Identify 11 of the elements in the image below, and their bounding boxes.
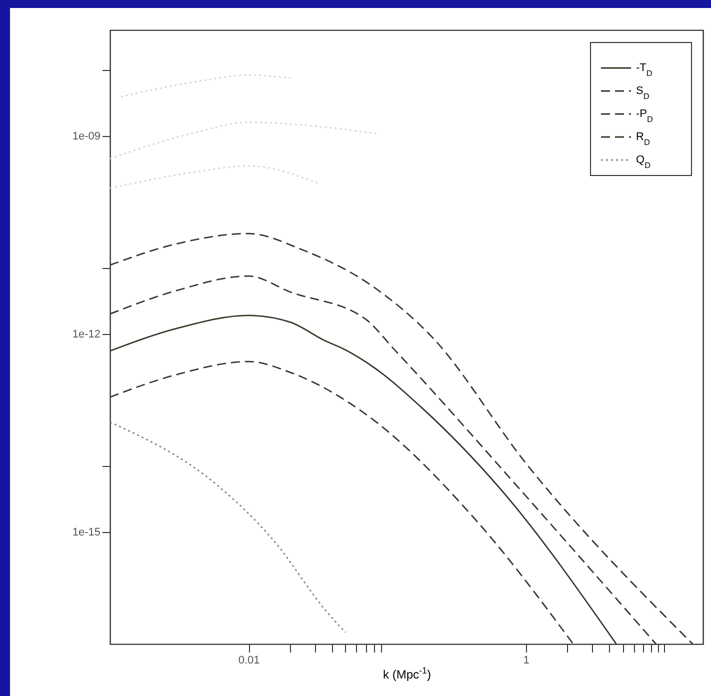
legend-label: Q$_{D}$ bbox=[636, 154, 651, 170]
legend-label: S$_{D}$ bbox=[636, 85, 650, 100]
y-tick-label: 1e-15 bbox=[72, 526, 100, 538]
x-axis-title: k (Mpc$^{-1}$) bbox=[382, 666, 432, 682]
legend-label: -P$_{D}$ bbox=[636, 108, 653, 124]
legend-label: -T$_{D}$ bbox=[636, 62, 652, 78]
x-tick-label: 1 bbox=[523, 654, 530, 666]
x-tick-label: 0.01 bbox=[238, 654, 260, 666]
y-tick-label: 1e-12 bbox=[72, 328, 100, 340]
legend-label: R$_{D}$ bbox=[636, 131, 650, 146]
y-tick-label: 1e-09 bbox=[72, 130, 100, 142]
